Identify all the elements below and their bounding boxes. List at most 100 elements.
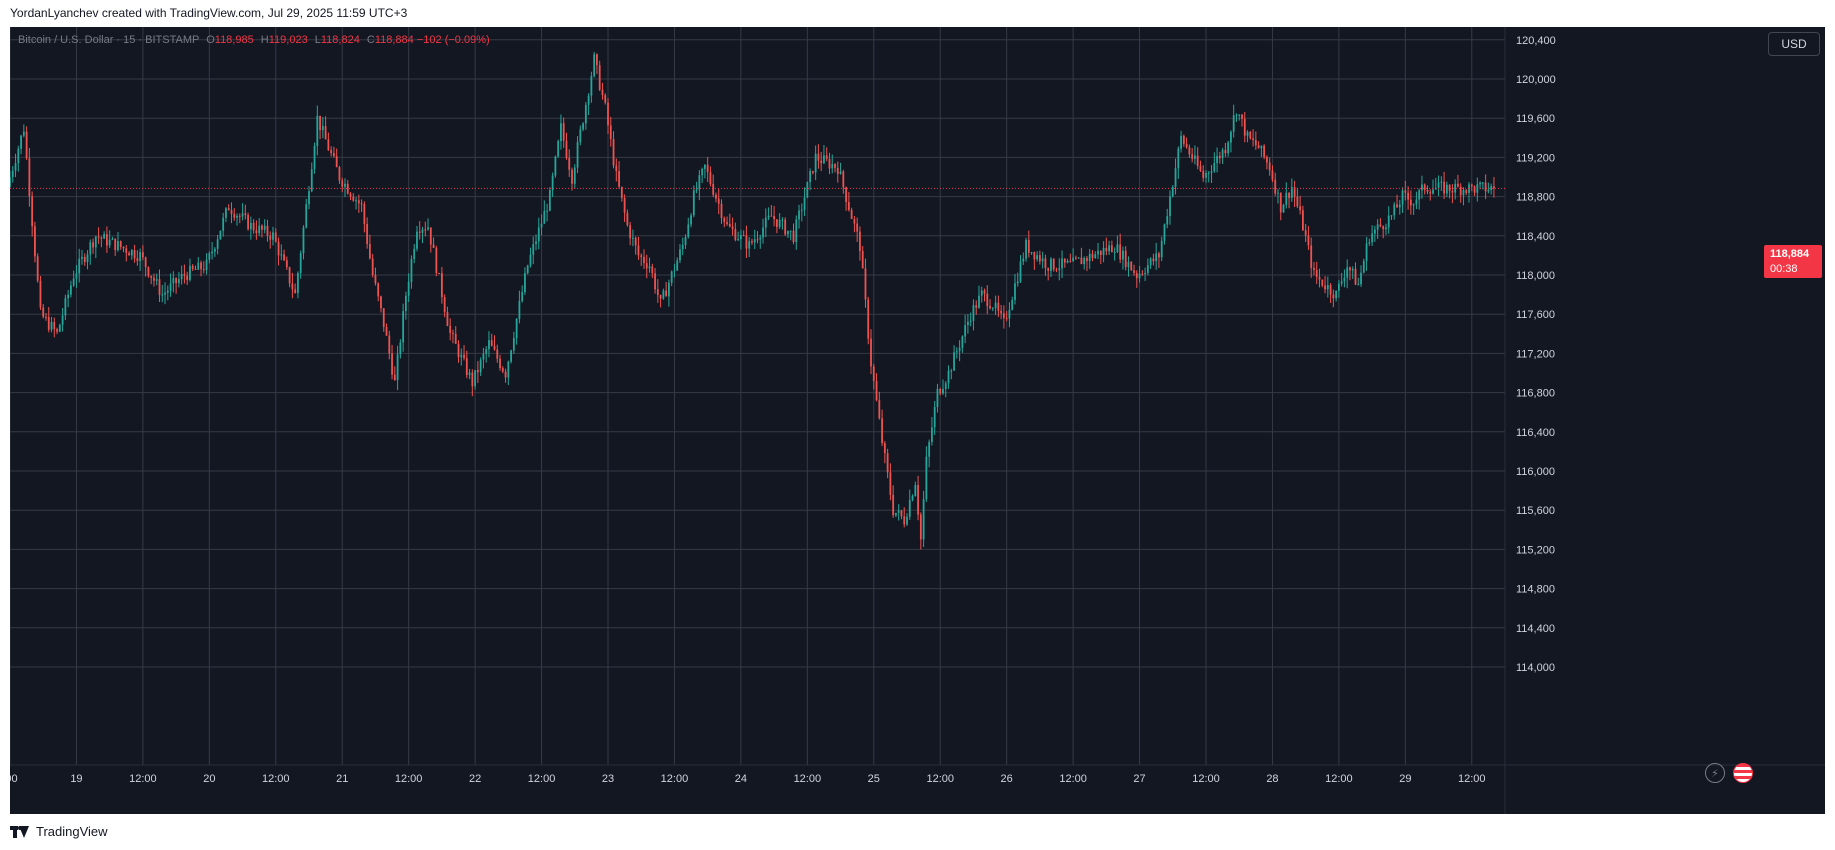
candle-body: [1473, 186, 1476, 193]
symbol-name: Bitcoin / U.S. Dollar · 15 · BITSTAMP: [18, 34, 200, 46]
candle-body: [1307, 235, 1310, 246]
close-value: 118,884: [374, 34, 414, 46]
candle-body: [1468, 184, 1470, 193]
candle-body: [164, 292, 166, 295]
candle-body: [931, 427, 933, 442]
candlestick-chart[interactable]: 114,000 114,400 114,800 115,200 115,600 116,0…: [10, 27, 1825, 814]
candle-body: [211, 251, 214, 254]
chart-area[interactable]: 114,000 114,400 114,800 115,200 115,600 116,0…: [10, 27, 1825, 814]
candle-body: [632, 237, 634, 239]
candle-body: [1218, 155, 1221, 159]
candle-body: [764, 217, 767, 228]
candle-body: [427, 227, 429, 230]
candle-body: [357, 200, 360, 204]
candle-body: [1293, 187, 1296, 197]
candle-body: [1108, 245, 1111, 252]
candle-body: [1426, 190, 1429, 192]
candle-body: [1216, 155, 1218, 163]
candle-body: [1412, 204, 1415, 206]
candle-body: [1069, 260, 1072, 262]
replay-icon[interactable]: ⚡: [1705, 763, 1725, 783]
x-tick-label: 22: [469, 773, 481, 785]
candle-body: [1385, 227, 1387, 230]
candle-body: [878, 400, 881, 419]
footer-brand[interactable]: TradingView: [10, 824, 108, 839]
change-value: −102 (−0.09%): [416, 34, 490, 46]
candle-body: [648, 266, 651, 269]
candle-body: [518, 300, 521, 319]
candle-body: [601, 89, 604, 96]
candle-body: [1349, 267, 1351, 271]
candle-body: [629, 225, 632, 239]
y-tick-label: 120,400: [1516, 35, 1556, 47]
y-tick-label: 117,200: [1516, 348, 1555, 360]
chart-caption: YordanLyanchev created with TradingView.…: [10, 6, 408, 20]
candle-body: [1313, 267, 1315, 270]
candle-body: [1083, 257, 1086, 265]
candle-body: [393, 374, 396, 381]
candle-body: [623, 198, 626, 213]
candle-body: [305, 204, 308, 228]
candle-body: [413, 248, 416, 260]
candle-body: [745, 235, 748, 249]
candle-body: [236, 215, 238, 218]
candle-body: [792, 230, 795, 243]
candle-body: [438, 273, 441, 275]
candle-body: [1326, 285, 1329, 290]
us-flag-icon[interactable]: [1733, 763, 1753, 783]
y-tick-label: 114,400: [1516, 623, 1555, 635]
candle-body: [352, 196, 355, 201]
candle-body: [1086, 257, 1088, 262]
candle-body: [380, 296, 382, 309]
candle-body: [510, 350, 513, 362]
candle-body: [496, 349, 499, 359]
candle-body: [1202, 170, 1205, 178]
candle-body: [781, 219, 784, 221]
candle-body: [1346, 267, 1349, 278]
candle-body: [809, 171, 812, 183]
open-value: 118,985: [214, 34, 254, 46]
candle-body: [1072, 257, 1075, 262]
candle-body: [280, 254, 283, 256]
candle-body: [1382, 226, 1385, 230]
candle-body: [249, 222, 252, 230]
x-tick-label: 27: [1133, 773, 1145, 785]
candle-body: [133, 250, 136, 259]
candle-body: [1266, 156, 1268, 163]
candle-body: [418, 231, 421, 233]
candle-body: [883, 443, 886, 454]
candle-body: [371, 258, 374, 276]
candle-body: [1063, 258, 1066, 263]
candle-body: [806, 182, 809, 198]
candle-body: [922, 499, 925, 540]
candle-body: [141, 252, 144, 258]
candle-body: [1205, 172, 1207, 178]
candle-body: [155, 279, 158, 281]
candle-body: [213, 248, 216, 252]
candle-body: [767, 215, 770, 218]
candle-body: [94, 236, 97, 248]
candle-body: [1288, 192, 1290, 198]
candle-body: [817, 153, 820, 161]
candle-body: [266, 225, 269, 236]
candle-body: [261, 225, 263, 230]
candle-body: [42, 307, 45, 317]
candle-body: [341, 180, 344, 187]
candle-body: [310, 169, 313, 192]
candle-body: [640, 255, 643, 257]
candle-body: [161, 294, 164, 296]
candle-body: [775, 219, 778, 227]
candle-body: [1196, 155, 1199, 166]
candle-body: [288, 267, 291, 284]
candle-body: [103, 234, 106, 239]
candle-body: [836, 167, 839, 174]
candle-body: [681, 245, 684, 250]
candle-body: [432, 244, 435, 248]
high-label: H: [260, 34, 269, 46]
candle-body: [1138, 273, 1141, 279]
candle-body: [1052, 258, 1055, 270]
candle-body: [1016, 281, 1019, 284]
candle-body: [1432, 189, 1434, 194]
candle-body: [795, 219, 798, 243]
currency-button[interactable]: USD: [1768, 32, 1820, 56]
